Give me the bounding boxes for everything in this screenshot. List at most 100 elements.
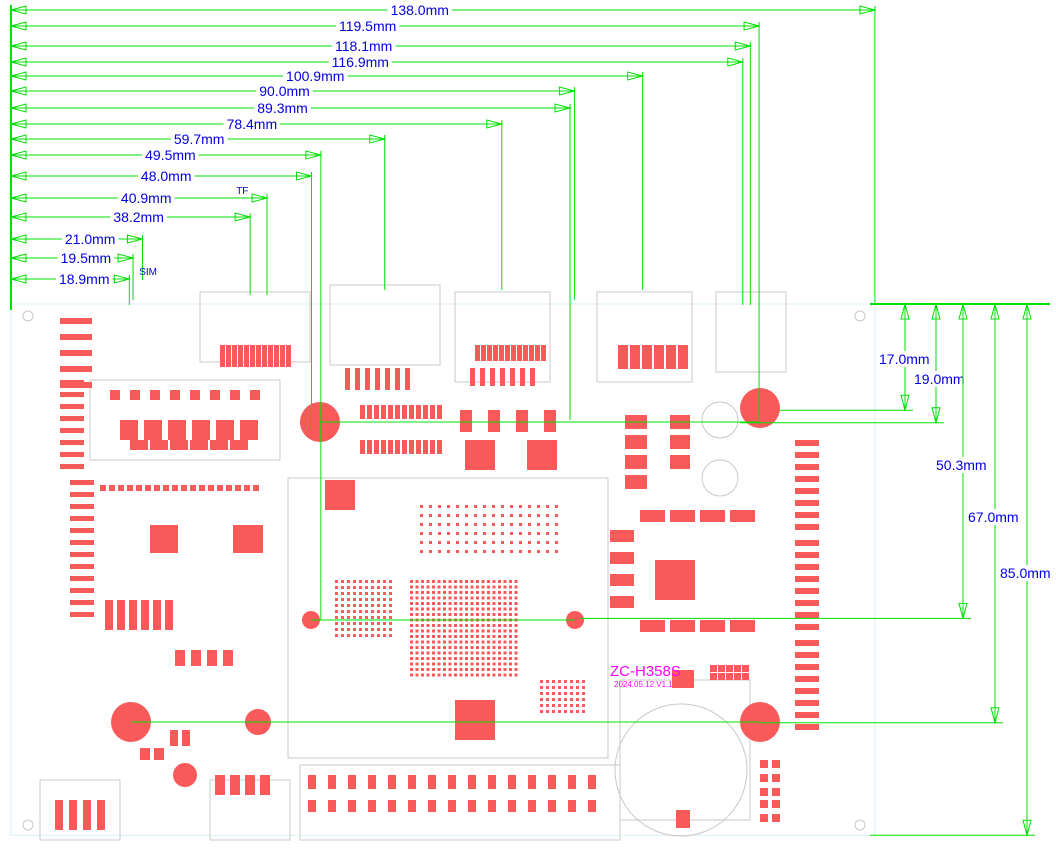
pad <box>470 591 474 594</box>
pad <box>460 410 472 432</box>
pad <box>772 814 780 822</box>
pad <box>454 646 457 649</box>
pad <box>454 585 457 589</box>
pad <box>503 646 507 649</box>
pad <box>503 662 507 666</box>
pad <box>437 596 441 600</box>
pad <box>795 512 819 518</box>
pad <box>368 800 376 812</box>
arrow-left <box>9 253 27 263</box>
pad <box>476 635 479 638</box>
pad <box>490 368 495 386</box>
arrow-left <box>9 21 27 31</box>
pad <box>476 640 479 644</box>
pad <box>130 390 140 400</box>
pad <box>371 580 374 583</box>
pad <box>514 585 518 589</box>
pad <box>308 775 316 789</box>
pad <box>465 668 468 671</box>
pad <box>552 698 555 701</box>
dimension-label: 21.0mm <box>65 231 116 247</box>
pad <box>498 585 501 589</box>
pad <box>60 380 84 385</box>
pad <box>341 580 344 583</box>
pad <box>377 634 380 637</box>
pad <box>448 635 452 638</box>
pad <box>465 585 468 589</box>
pad <box>443 624 446 627</box>
pad <box>503 596 507 600</box>
pad <box>388 800 396 812</box>
pad <box>576 680 579 683</box>
pad <box>465 651 468 655</box>
pad <box>429 550 432 553</box>
pad <box>421 668 424 671</box>
pad <box>388 440 393 454</box>
pad <box>377 628 380 631</box>
pad <box>454 596 457 600</box>
pad <box>492 523 495 526</box>
pad <box>353 598 356 601</box>
pad <box>528 800 536 812</box>
pad <box>432 580 435 583</box>
pad <box>395 368 400 390</box>
pad <box>718 673 725 680</box>
pad <box>468 800 476 812</box>
pad <box>415 657 419 660</box>
pad <box>415 624 419 627</box>
pad <box>421 673 424 677</box>
pad <box>426 651 430 655</box>
pad <box>335 628 338 631</box>
pad <box>508 775 516 789</box>
pad <box>487 673 490 677</box>
pad <box>509 607 512 611</box>
pad <box>421 580 424 583</box>
pad <box>481 596 485 600</box>
pad <box>437 635 441 638</box>
pad <box>503 673 507 677</box>
pad <box>359 634 362 637</box>
pad <box>443 602 446 605</box>
pad <box>498 607 501 611</box>
pad <box>480 368 485 386</box>
dimension-label: 85.0mm <box>1000 565 1051 581</box>
pad <box>389 598 392 601</box>
pad <box>492 651 496 655</box>
pad <box>555 541 558 544</box>
pad <box>470 673 474 677</box>
pad <box>576 710 579 713</box>
pad <box>70 540 94 545</box>
pad <box>474 541 477 544</box>
pad <box>456 550 459 553</box>
pad <box>576 692 579 695</box>
pad <box>410 613 413 616</box>
pad <box>341 598 344 601</box>
arrow-left <box>9 57 27 67</box>
arrow-right <box>727 57 745 67</box>
pad <box>410 657 413 660</box>
pad <box>760 814 768 822</box>
label-gap <box>335 24 400 28</box>
pad <box>402 440 407 454</box>
pad <box>470 662 474 666</box>
pad <box>70 600 94 605</box>
pad <box>772 760 780 768</box>
pad <box>70 504 94 509</box>
pad <box>555 523 558 526</box>
label-gap <box>110 215 167 219</box>
pad <box>546 505 549 508</box>
pad <box>558 686 561 689</box>
pad <box>443 635 446 638</box>
dimension-label: 89.3mm <box>257 100 308 116</box>
pad <box>582 686 585 689</box>
pad <box>510 550 513 553</box>
pad <box>371 592 374 595</box>
pad <box>459 607 463 611</box>
pad <box>670 455 690 469</box>
pad <box>335 616 338 619</box>
pad <box>726 673 733 680</box>
pad <box>795 476 819 482</box>
pad <box>465 591 468 594</box>
pad <box>268 345 273 367</box>
pad <box>487 624 490 627</box>
